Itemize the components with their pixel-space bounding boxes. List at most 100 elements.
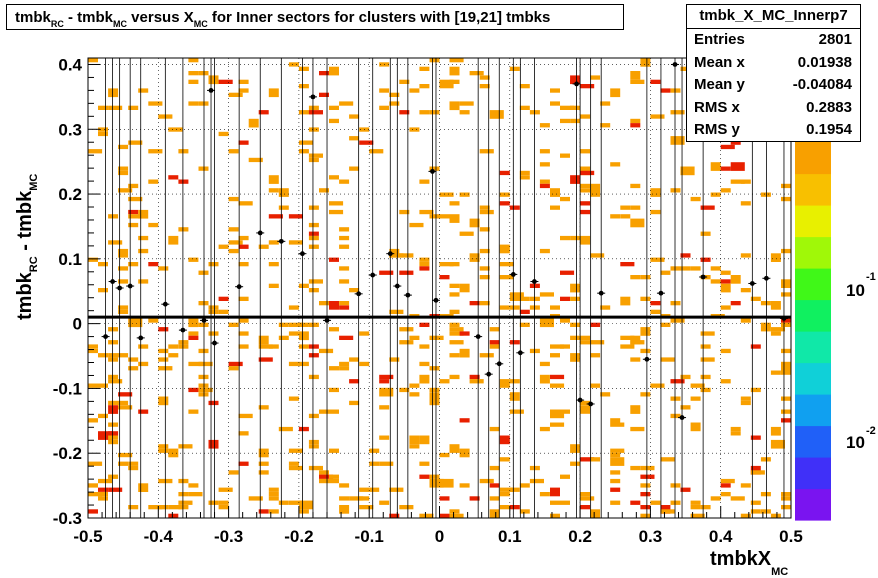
heat-cell [650,500,661,505]
palette-exp-1: -1 [866,271,876,283]
palette-band [795,173,831,185]
heat-cell [359,361,370,367]
heat-cell [308,353,319,358]
heat-cell [459,110,470,115]
heat-cell [650,79,661,84]
heat-cell [329,209,344,215]
heat-cell [419,344,430,349]
profile-point [117,285,123,291]
heat-cell [298,66,309,71]
heat-cell [489,509,500,518]
palette-label-2: 10 [846,433,865,452]
palette-band [795,352,831,364]
profile-point [486,371,492,377]
heat-cell [730,426,741,432]
heat-cell [359,496,370,501]
heat-cell [550,344,565,349]
heat-cell [419,474,430,479]
profile-point [763,275,769,281]
heat-cell [640,327,651,336]
heat-cell [88,492,103,497]
heat-cell [349,136,360,141]
heat-cell [128,140,143,145]
profile-point [201,317,207,323]
heat-cell [308,222,319,228]
heat-cell [660,509,675,514]
heat-cell [208,400,219,406]
heat-cell [630,500,641,505]
profile-point [103,334,108,339]
heat-cell [238,140,249,145]
heat-cell [379,88,390,93]
heat-cell [499,262,514,267]
profile-point [127,283,133,289]
heat-cell [288,396,299,401]
heat-cell [781,496,791,501]
heat-cell [730,140,741,145]
heat-cell [781,361,791,371]
heat-cell [670,483,681,488]
heat-cell [529,305,540,310]
heat-cell [740,483,751,488]
heat-cell [700,374,711,380]
heat-cell [479,275,490,280]
heat-cell [610,214,621,219]
heat-cell [329,118,339,124]
heat-cell [278,500,289,505]
heat-cell [550,188,560,197]
palette-label-1: 10 [846,281,865,300]
heat-cell [198,166,209,171]
heat-cell [228,149,239,154]
heat-cell [660,88,671,93]
heat-cell [128,183,139,189]
heat-cell [118,405,133,410]
heat-cell [781,396,791,401]
palette-band [795,289,831,301]
heat-cell [419,266,430,271]
profile-point [749,281,755,286]
heat-cell [238,431,249,436]
heat-cell [640,465,655,471]
heat-cell [228,248,239,254]
heat-cell [570,283,581,293]
stats-row-rms-y: RMS y 0.1954 [694,121,852,138]
heat-cell [349,496,364,501]
heat-cell [660,457,675,462]
profile-point [180,327,186,333]
heat-cell [339,279,350,284]
profile-point [433,297,439,303]
heat-cell [419,209,434,215]
heat-cell [479,205,490,210]
heat-cell [550,353,560,358]
heat-cell [580,201,591,206]
profile-point [405,292,411,298]
heat-cell [118,452,133,458]
palette-band [795,163,831,175]
heat-cell [288,305,299,310]
heat-cell [178,478,189,484]
heat-cell [198,387,213,393]
heat-cell [389,309,404,314]
heat-cell [459,348,470,358]
heat-cell [670,396,681,401]
heat-cell [258,461,269,466]
heat-cell [148,179,159,184]
y-tick-label: -0.1 [53,379,82,398]
heat-cell [218,131,229,137]
heat-cell [349,114,360,119]
heat-cell [218,296,229,301]
heat-cell [419,461,430,466]
heat-cell [489,496,500,501]
x-tick-label: 0.4 [709,527,733,546]
heat-cell [489,465,500,471]
heat-cell [590,75,601,80]
heat-cell [98,496,108,501]
heat-cell [288,461,299,466]
heat-cell [499,457,510,462]
heat-cell [479,75,490,80]
heat-cell [650,301,661,306]
heat-cell [339,335,354,340]
chart-title-box: tmbkRC - tmbkMC versus XMC for Inner sec… [6,4,624,30]
heat-cell [720,492,731,497]
heat-cell [399,505,414,510]
